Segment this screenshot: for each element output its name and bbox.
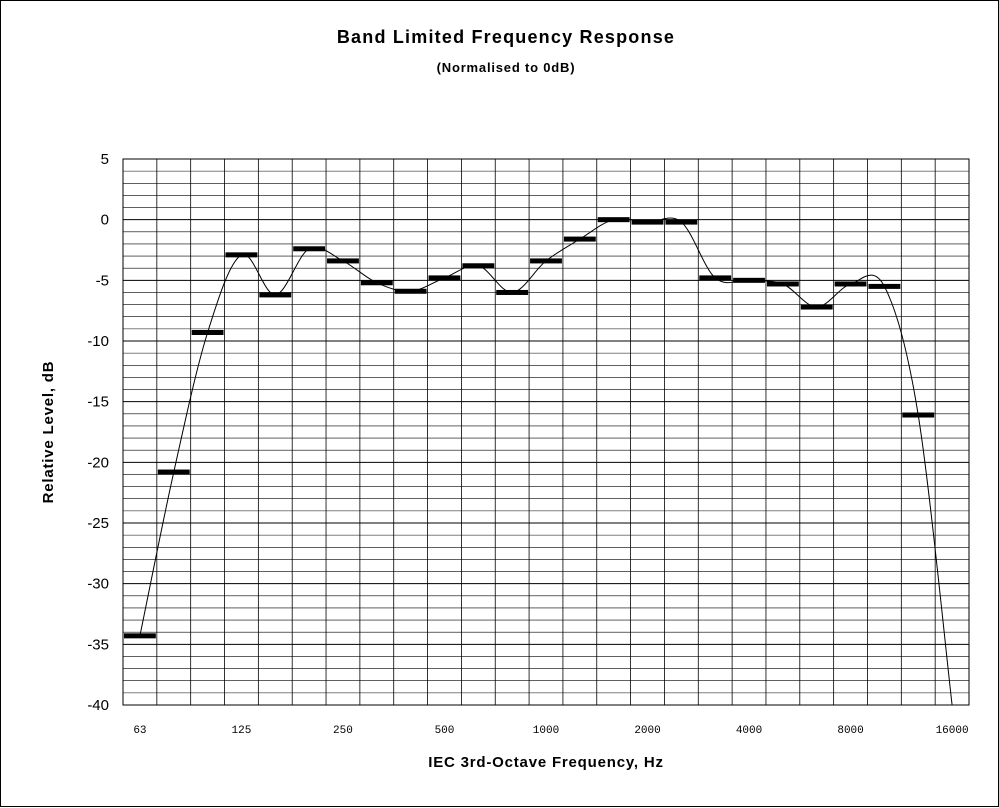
- band-marker: [191, 330, 224, 336]
- x-tick-label: 250: [333, 725, 353, 737]
- x-axis-tick-labels: 63 125 250 500 1000 2000 4000 8000 16000: [133, 725, 968, 737]
- y-tick-label: 0: [101, 212, 109, 229]
- band-marker: [462, 263, 495, 269]
- y-axis-tick-labels: 5 0 -5 -10 -15 -20 -25 -30 -35 -40: [87, 151, 109, 714]
- band-marker: [733, 277, 765, 283]
- band-level-markers: [124, 217, 935, 639]
- band-marker: [360, 280, 393, 286]
- band-marker: [631, 219, 664, 225]
- band-marker: [766, 281, 799, 287]
- band-marker: [428, 275, 461, 281]
- plot-area-border: [122, 158, 970, 706]
- band-marker: [157, 469, 190, 475]
- band-marker: [496, 289, 529, 295]
- band-marker: [699, 275, 732, 281]
- y-tick-label: -20: [87, 454, 109, 471]
- x-tick-label: 63: [133, 725, 146, 737]
- band-marker: [902, 412, 935, 418]
- band-marker: [834, 281, 867, 287]
- band-marker: [868, 283, 901, 289]
- x-tick-label: 500: [435, 725, 455, 737]
- y-tick-label: -30: [87, 576, 109, 593]
- x-tick-label: 2000: [634, 725, 660, 737]
- x-tick-label: 8000: [837, 725, 863, 737]
- y-tick-label: -10: [87, 333, 109, 350]
- x-axis-label: IEC 3rd-Octave Frequency, Hz: [428, 754, 664, 771]
- x-tick-label: 125: [232, 725, 252, 737]
- band-marker: [259, 292, 292, 298]
- band-marker: [563, 236, 596, 242]
- band-marker: [327, 258, 359, 264]
- grid-lines: [123, 158, 969, 706]
- y-tick-label: 5: [101, 151, 109, 168]
- band-marker: [124, 633, 156, 639]
- x-tick-label: 1000: [533, 725, 559, 737]
- x-tick-label: 16000: [936, 725, 969, 737]
- x-tick-label: 4000: [736, 725, 762, 737]
- y-tick-label: -5: [96, 272, 109, 289]
- y-tick-label: -25: [87, 515, 109, 532]
- y-tick-label: -15: [87, 394, 109, 411]
- band-marker: [665, 219, 698, 225]
- band-marker: [394, 288, 427, 294]
- y-tick-label: -35: [87, 636, 109, 653]
- y-axis-label: Relative Level, dB: [40, 361, 57, 504]
- band-marker: [293, 246, 326, 252]
- band-marker: [597, 217, 630, 223]
- band-marker: [225, 252, 258, 258]
- chart-title: Band Limited Frequency Response: [337, 27, 675, 47]
- band-marker: [800, 304, 833, 310]
- chart-subtitle: (Normalised to 0dB): [437, 60, 576, 75]
- band-marker: [530, 258, 562, 264]
- y-tick-label: -40: [87, 697, 109, 714]
